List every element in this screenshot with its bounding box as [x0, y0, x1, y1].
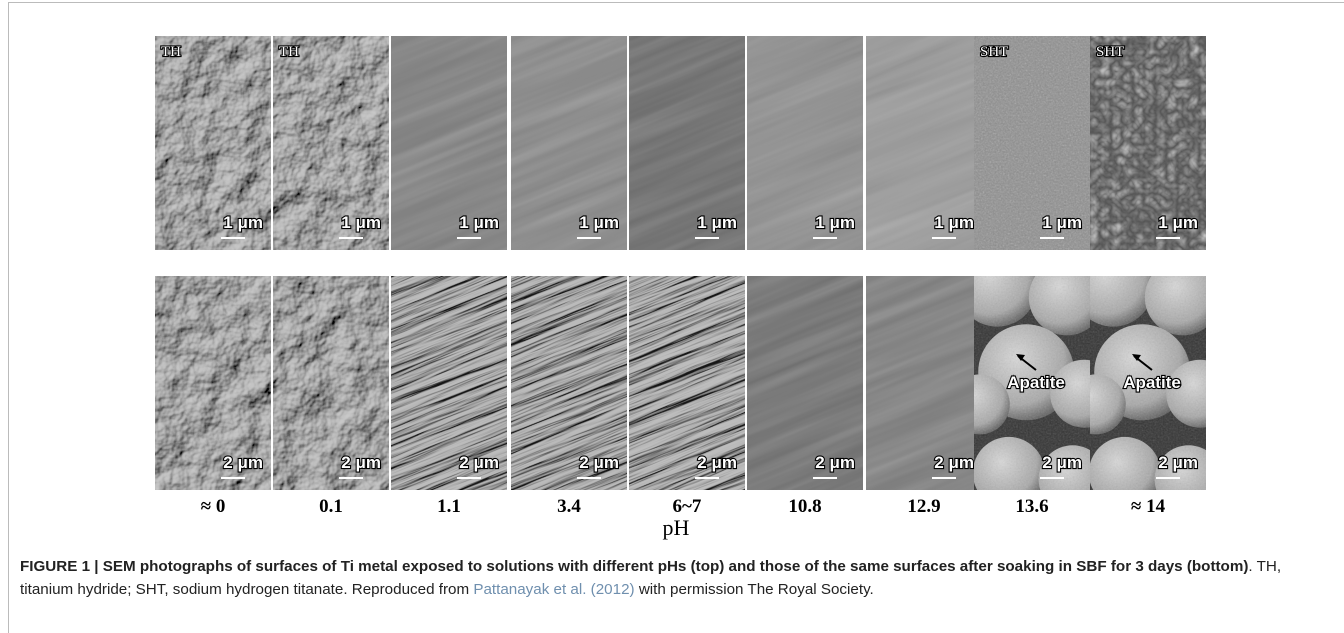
sample-label: TH — [279, 44, 299, 60]
sem-image-bottom: 2 μm Apatite — [974, 276, 1090, 490]
striations — [391, 276, 507, 490]
striations — [629, 36, 745, 250]
sample-label: SHT — [1096, 44, 1124, 60]
panel-texture — [155, 276, 271, 490]
panel-texture — [974, 36, 1090, 250]
arrow-head — [1132, 354, 1141, 361]
panel-texture — [273, 276, 389, 490]
scale-bar-label: 1 μm — [815, 213, 855, 232]
sem-image-bottom: 2 μm — [391, 276, 507, 490]
scale-bar-label: 1 μm — [223, 213, 263, 232]
ph-label: ≈ 0 — [201, 496, 226, 517]
ph-label: 3.4 — [557, 496, 581, 517]
striations — [511, 276, 627, 490]
sem-image-bottom: 2 μm — [629, 276, 745, 490]
ph-label: 10.8 — [788, 496, 821, 517]
scale-bar-label: 2 μm — [341, 453, 381, 472]
scale-bar-label: 1 μm — [459, 213, 499, 232]
scale-bar-label: 2 μm — [1042, 453, 1082, 472]
ph-label: 12.9 — [907, 496, 940, 517]
scale-bar-label: 2 μm — [579, 453, 619, 472]
panel-texture — [1090, 36, 1206, 250]
scale-bar-label: 2 μm — [459, 453, 499, 472]
panel-texture — [747, 36, 863, 250]
caption-label: FIGURE 1 | SEM photographs of surfaces o… — [20, 558, 1249, 575]
scale-bar-label: 2 μm — [223, 453, 263, 472]
annotation: Apatite — [1123, 373, 1181, 392]
scale-bar-label: 1 μm — [341, 213, 381, 232]
ph-label: 1.1 — [437, 496, 461, 517]
sem-image-top: SHT 1 μm — [974, 36, 1090, 250]
panel-texture — [273, 36, 389, 250]
frame — [8, 2, 1344, 633]
striations — [866, 276, 982, 490]
sem-image-top: TH 1 μm — [273, 36, 389, 250]
striations — [747, 36, 863, 250]
scale-bar-label: 1 μm — [579, 213, 619, 232]
sample-label: SHT — [980, 44, 1008, 60]
citation-link[interactable]: Pattanayak et al. (2012) — [473, 581, 635, 598]
panel-texture — [155, 36, 271, 250]
scale-bar-label: 1 μm — [697, 213, 737, 232]
ph-label: 0.1 — [319, 496, 343, 517]
panel-texture — [866, 276, 982, 490]
figure: pH TH 1 μm 2 μm ≈ 0 TH 1 μm 2 μm 0.1 1 μm 2 μm 1.1… — [155, 36, 1206, 540]
panel-texture — [629, 276, 745, 490]
striations — [511, 36, 627, 250]
ph-label: 6~7 — [673, 496, 702, 517]
caption-tail: with permission The Royal Society. — [634, 581, 874, 598]
sem-image-top: 1 μm — [747, 36, 863, 250]
scale-bar-label: 2 μm — [1158, 453, 1198, 472]
panel-texture — [629, 36, 745, 250]
panel-texture — [391, 276, 507, 490]
annotation: Apatite — [1007, 373, 1065, 392]
sem-image-bottom: 2 μm — [511, 276, 627, 490]
panel-texture — [866, 36, 982, 250]
sem-image-bottom: 2 μm — [155, 276, 271, 490]
scale-bar-label: 2 μm — [697, 453, 737, 472]
striations — [866, 36, 982, 250]
scale-bar-label: 1 μm — [1042, 213, 1082, 232]
caption-text: . TH, titanium hydride; SHT, sodium hydr… — [20, 558, 1282, 598]
striations — [629, 276, 745, 490]
panel-noise — [974, 276, 1090, 490]
panel-noise — [1090, 276, 1206, 490]
axis-label: pH — [663, 515, 690, 540]
sem-image-top: TH 1 μm — [155, 36, 271, 250]
scale-bar-label: 2 μm — [934, 453, 974, 472]
sem-image-top: 1 μm — [391, 36, 507, 250]
striations — [747, 276, 863, 490]
sample-label: TH — [161, 44, 181, 60]
panel-texture — [747, 276, 863, 490]
sem-image-top: 1 μm — [511, 36, 627, 250]
scale-bar-label: 1 μm — [1158, 213, 1198, 232]
sem-image-top: 1 μm — [629, 36, 745, 250]
sem-image-top: SHT 1 μm — [1090, 36, 1206, 250]
ph-label: ≈ 14 — [1131, 496, 1166, 517]
sem-image-bottom: 2 μm — [866, 276, 982, 490]
scale-bar-label: 2 μm — [815, 453, 855, 472]
ph-label: 13.6 — [1015, 496, 1048, 517]
sem-image-bottom: 2 μm — [747, 276, 863, 490]
sem-image-bottom: 2 μm — [273, 276, 389, 490]
panel-texture — [511, 36, 627, 250]
striations — [391, 36, 507, 250]
scale-bar-label: 1 μm — [934, 213, 974, 232]
panel-texture — [511, 276, 627, 490]
sem-image-top: 1 μm — [866, 36, 982, 250]
sem-image-bottom: 2 μm Apatite — [1090, 276, 1206, 490]
caption: FIGURE 1 | SEM photographs of surfaces o… — [20, 555, 1330, 601]
arrow-head — [1016, 354, 1025, 361]
panel-texture — [391, 36, 507, 250]
